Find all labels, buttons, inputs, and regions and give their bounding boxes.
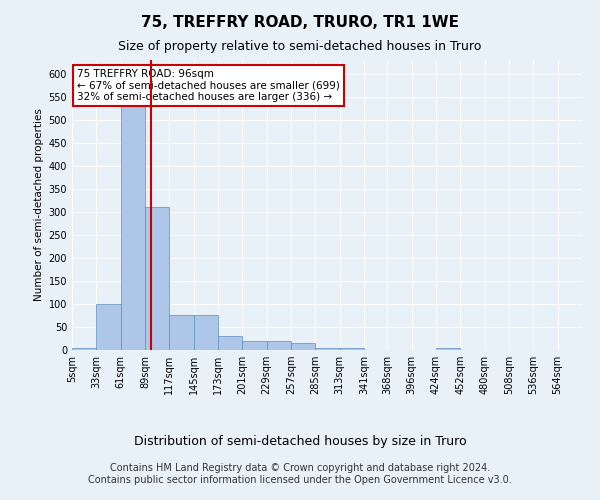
Bar — [145, 208, 169, 350]
Bar — [72, 348, 97, 350]
Text: 75 TREFFRY ROAD: 96sqm
← 67% of semi-detached houses are smaller (699)
32% of se: 75 TREFFRY ROAD: 96sqm ← 67% of semi-det… — [77, 68, 340, 102]
Bar — [218, 336, 242, 350]
Bar — [291, 343, 315, 350]
Bar — [169, 316, 194, 350]
Text: Contains HM Land Registry data © Crown copyright and database right 2024.
Contai: Contains HM Land Registry data © Crown c… — [88, 464, 512, 485]
Bar — [340, 348, 364, 350]
Bar — [266, 341, 291, 350]
Bar — [121, 97, 145, 350]
Text: Size of property relative to semi-detached houses in Truro: Size of property relative to semi-detach… — [118, 40, 482, 53]
Bar — [242, 341, 266, 350]
Y-axis label: Number of semi-detached properties: Number of semi-detached properties — [34, 108, 44, 302]
Bar — [97, 304, 121, 350]
Bar — [436, 348, 460, 350]
Bar — [194, 316, 218, 350]
Bar — [315, 348, 340, 350]
Text: 75, TREFFRY ROAD, TRURO, TR1 1WE: 75, TREFFRY ROAD, TRURO, TR1 1WE — [141, 15, 459, 30]
Text: Distribution of semi-detached houses by size in Truro: Distribution of semi-detached houses by … — [134, 435, 466, 448]
